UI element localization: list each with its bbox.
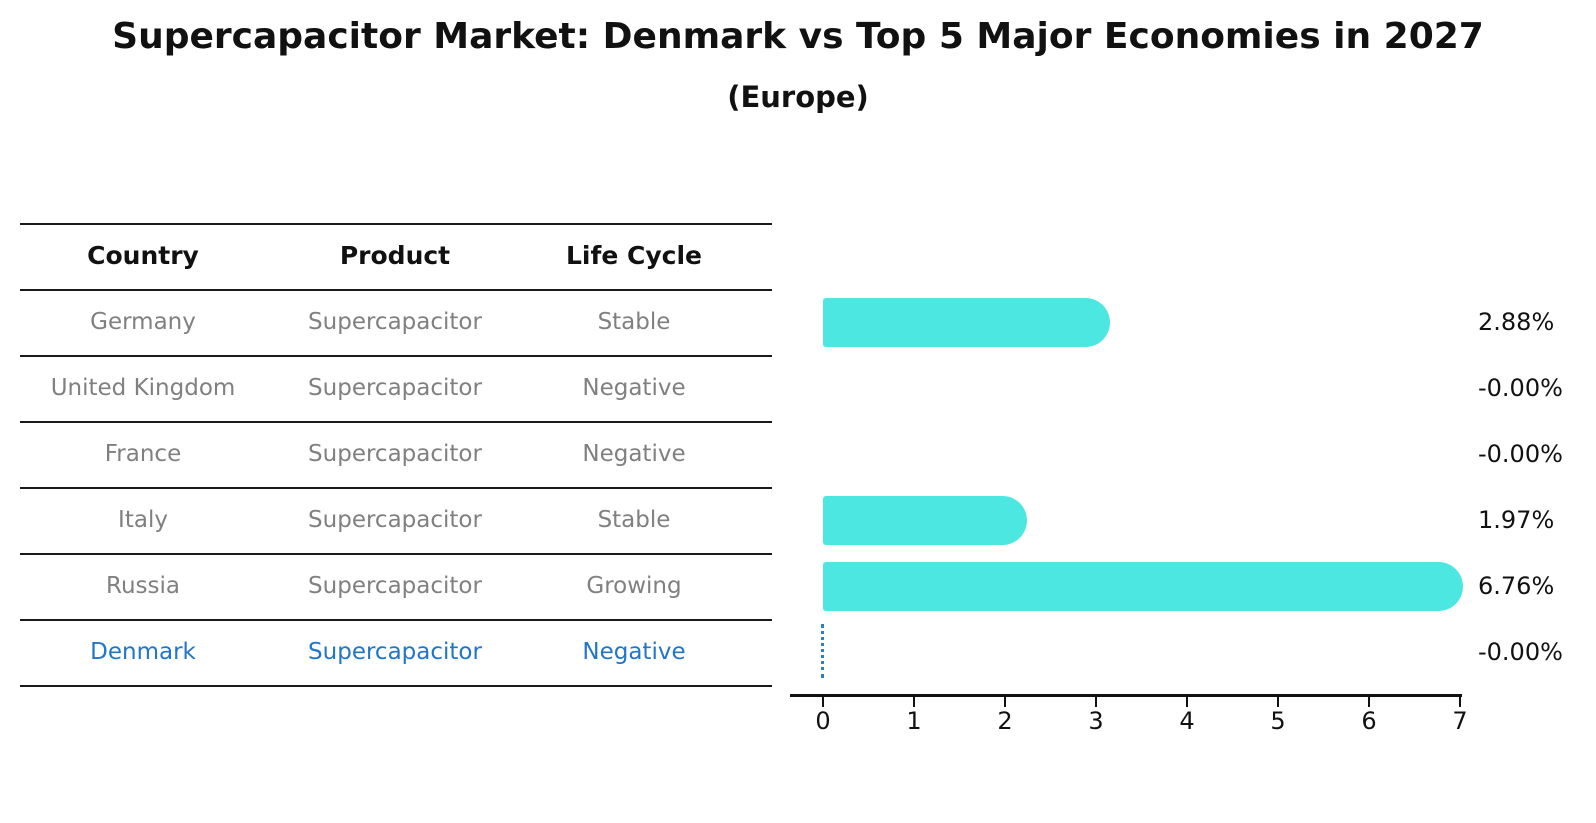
column-header-product: Product [339, 241, 451, 270]
value-label: 2.88% [1478, 308, 1555, 336]
x-axis-tick-label: 0 [815, 707, 831, 735]
table-rule [20, 553, 772, 555]
x-axis [790, 694, 1462, 697]
cell-country: Germany [90, 309, 196, 335]
x-axis-tick [1095, 697, 1097, 707]
cell-life-cycle: Growing [586, 573, 682, 599]
denmark-zero-marker [821, 624, 824, 678]
table-rule [20, 355, 772, 357]
cell-product: Supercapacitor [308, 573, 482, 599]
bar-russia [823, 561, 1463, 611]
table-rule [20, 685, 772, 687]
value-label: -0.00% [1478, 638, 1563, 666]
table-row: France Supercapacitor Negative [20, 438, 772, 470]
cell-life-cycle: Stable [597, 309, 671, 335]
cell-product: Supercapacitor [308, 639, 482, 665]
x-axis-tick-label: 5 [1270, 707, 1286, 735]
table-rule [20, 487, 772, 489]
table-row: Germany Supercapacitor Stable [20, 306, 772, 338]
cell-product: Supercapacitor [308, 507, 482, 533]
cell-product: Supercapacitor [308, 441, 482, 467]
x-axis-tick-label: 4 [1179, 707, 1195, 735]
x-axis-tick-label: 3 [1088, 707, 1104, 735]
table-rule [20, 619, 772, 621]
x-axis-tick-label: 2 [997, 707, 1013, 735]
x-axis-tick [913, 697, 915, 707]
bar-germany [823, 297, 1110, 347]
cell-product: Supercapacitor [308, 309, 482, 335]
x-axis-tick-label: 1 [906, 707, 922, 735]
column-header-life-cycle: Life Cycle [565, 241, 703, 270]
cell-life-cycle: Negative [582, 639, 686, 665]
chart-title: Supercapacitor Market: Denmark vs Top 5 … [112, 16, 1484, 57]
table-rule [20, 223, 772, 225]
table-row: Denmark Supercapacitor Negative [20, 636, 772, 668]
table-rule [20, 421, 772, 423]
cell-life-cycle: Negative [582, 441, 686, 467]
table-row: United Kingdom Supercapacitor Negative [20, 372, 772, 404]
cell-country: United Kingdom [50, 375, 236, 401]
x-axis-tick [1459, 697, 1461, 707]
cell-country: Russia [106, 573, 180, 599]
cell-life-cycle: Negative [582, 375, 686, 401]
table-row: Russia Supercapacitor Growing [20, 570, 772, 602]
column-header-country: Country [87, 241, 199, 270]
chart-subtitle: (Europe) [727, 80, 869, 114]
table-rule [20, 289, 772, 291]
bar-italy [823, 495, 1027, 545]
value-label: -0.00% [1478, 440, 1563, 468]
x-axis-tick-label: 6 [1361, 707, 1377, 735]
x-axis-tick [822, 697, 824, 707]
value-label: -0.00% [1478, 374, 1563, 402]
cell-country: Denmark [90, 639, 196, 665]
x-axis-tick [1368, 697, 1370, 707]
cell-life-cycle: Stable [597, 507, 671, 533]
x-axis-tick-label: 7 [1452, 707, 1468, 735]
table-row: Italy Supercapacitor Stable [20, 504, 772, 536]
x-axis-tick [1186, 697, 1188, 707]
cell-country: Italy [118, 507, 168, 533]
value-label: 1.97% [1478, 506, 1555, 534]
x-axis-tick [1277, 697, 1279, 707]
cell-product: Supercapacitor [308, 375, 482, 401]
table-header-row: Country Product Life Cycle [20, 240, 772, 272]
cell-country: France [104, 441, 182, 467]
x-axis-tick [1004, 697, 1006, 707]
value-label: 6.76% [1478, 572, 1555, 600]
